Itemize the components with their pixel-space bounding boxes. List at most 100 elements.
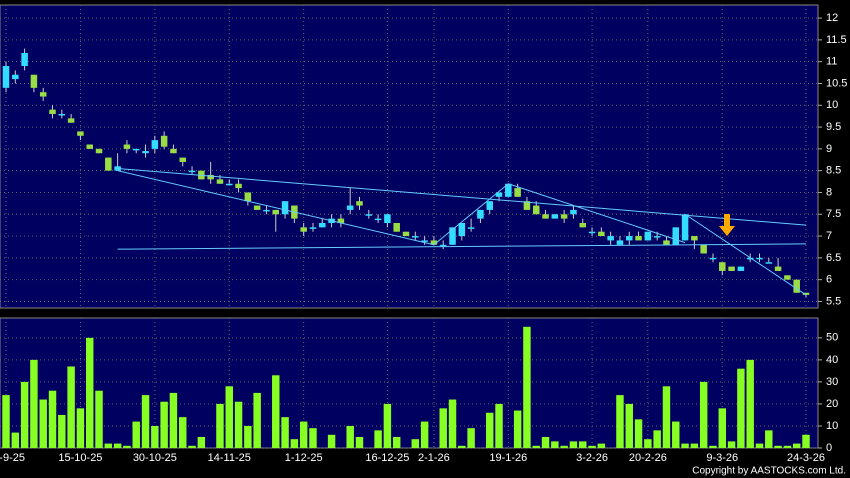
y-tick-label: 11.5: [826, 34, 847, 46]
candle-body: [281, 201, 289, 215]
volume-bar: [272, 375, 280, 448]
volume-bar: [523, 326, 531, 448]
candle-body: [188, 170, 196, 173]
candle-body: [616, 240, 624, 245]
copyright: Copyright by AASTOCKS.com Ltd.: [692, 466, 846, 477]
x-tick-label: 30-10-25: [133, 452, 177, 464]
volume-bar: [634, 419, 643, 448]
x-tick-label: 2-1-26: [418, 452, 450, 464]
candle-body: [272, 209, 280, 215]
candle-body: [560, 214, 568, 219]
trendline: [684, 213, 807, 296]
x-tick-label: 14-11-25: [208, 452, 251, 464]
candle-body: [709, 257, 717, 260]
volume-bar: [216, 403, 224, 448]
y2-tick-label: 50: [826, 332, 838, 344]
x-tick-label: 1-12-25: [285, 452, 323, 464]
volume-bar: [225, 386, 233, 448]
candle-body: [635, 236, 642, 241]
x-tick-label: 30-9-25: [0, 452, 25, 464]
candle-body: [588, 231, 596, 234]
y2-tick-label: 10: [826, 420, 838, 432]
candle-body: [626, 236, 633, 241]
candle-body: [356, 201, 363, 206]
volume-bar: [625, 403, 633, 448]
volume-bar: [755, 443, 764, 448]
candle-body: [2, 66, 10, 88]
volume-bar: [569, 441, 578, 448]
volume-bar: [765, 430, 773, 448]
volume-bar: [309, 428, 317, 448]
volume-bar: [513, 410, 522, 448]
candle-body: [105, 157, 112, 171]
candle-body: [551, 214, 559, 219]
y-tick-label: 8: [826, 186, 832, 198]
candle-body: [67, 118, 75, 123]
y2-tick-label: 30: [826, 376, 838, 388]
volume-bar: [355, 436, 364, 448]
candle-body: [95, 148, 103, 154]
volume-bar: [123, 445, 131, 448]
volume-bar: [104, 443, 113, 448]
candle-body: [384, 214, 391, 223]
volume-bar: [690, 443, 699, 448]
candle-body: [681, 214, 689, 241]
volume-bar: [244, 425, 252, 448]
volume-bar: [551, 441, 559, 448]
volume-bar: [579, 441, 587, 448]
volume-bar: [2, 395, 10, 448]
volume-bar: [616, 395, 624, 448]
plot-layer: 5.5 6 6.5 7 7.5 8 8.5 9 9.5 10 10.5 11 11.5 12 0 10 20 30…: [0, 5, 847, 464]
candle-body: [746, 257, 754, 260]
candle-body: [663, 240, 670, 245]
candle-body: [532, 205, 540, 215]
candle-body: [319, 222, 326, 228]
volume-bar: [113, 443, 122, 448]
candle-body: [244, 192, 252, 202]
trendline: [508, 183, 686, 244]
y-tick-label: 12: [826, 12, 838, 24]
candle-body: [179, 157, 186, 162]
candle-body: [77, 131, 84, 136]
candle-body: [430, 240, 438, 245]
candle-body: [300, 227, 307, 232]
volume-bar: [411, 439, 420, 448]
volume-bar: [141, 395, 150, 448]
candle-body: [235, 183, 242, 189]
volume-bar: [774, 445, 782, 448]
volume-bar: [11, 432, 20, 448]
candle-body: [607, 236, 614, 241]
x-tick-label: 3-2-26: [576, 452, 608, 464]
x-tick-label: 16-12-25: [365, 452, 409, 464]
y-tick-label: 7: [826, 230, 832, 242]
candle-body: [39, 92, 47, 97]
candle-body: [439, 244, 447, 247]
candle-body: [402, 231, 410, 237]
y-tick-label: 9.5: [826, 121, 841, 133]
price-panel: [0, 4, 819, 309]
candle-body: [30, 74, 38, 88]
volume-bar: [681, 443, 689, 448]
candle-body: [728, 266, 735, 271]
candle-body: [151, 140, 159, 149]
volume-bar: [374, 430, 382, 448]
volume-bar: [672, 421, 680, 448]
y2-tick-label: 20: [826, 398, 838, 410]
volume-bar: [662, 386, 671, 448]
volume-bar: [327, 434, 336, 448]
candle-body: [123, 144, 131, 149]
volume-bar: [486, 412, 494, 448]
volume-bar: [48, 390, 57, 448]
candle-body: [263, 209, 270, 212]
candle-body: [412, 236, 419, 238]
volume-bar: [58, 414, 66, 448]
volume-bar: [383, 403, 392, 448]
volume-bar: [95, 390, 103, 448]
candle-body: [170, 148, 177, 154]
candle-body: [160, 135, 168, 147]
volume-bar: [67, 366, 75, 448]
volume-bar: [39, 399, 47, 448]
candle-body: [309, 227, 317, 229]
volume-bar: [783, 445, 792, 448]
candle-body: [49, 109, 56, 114]
